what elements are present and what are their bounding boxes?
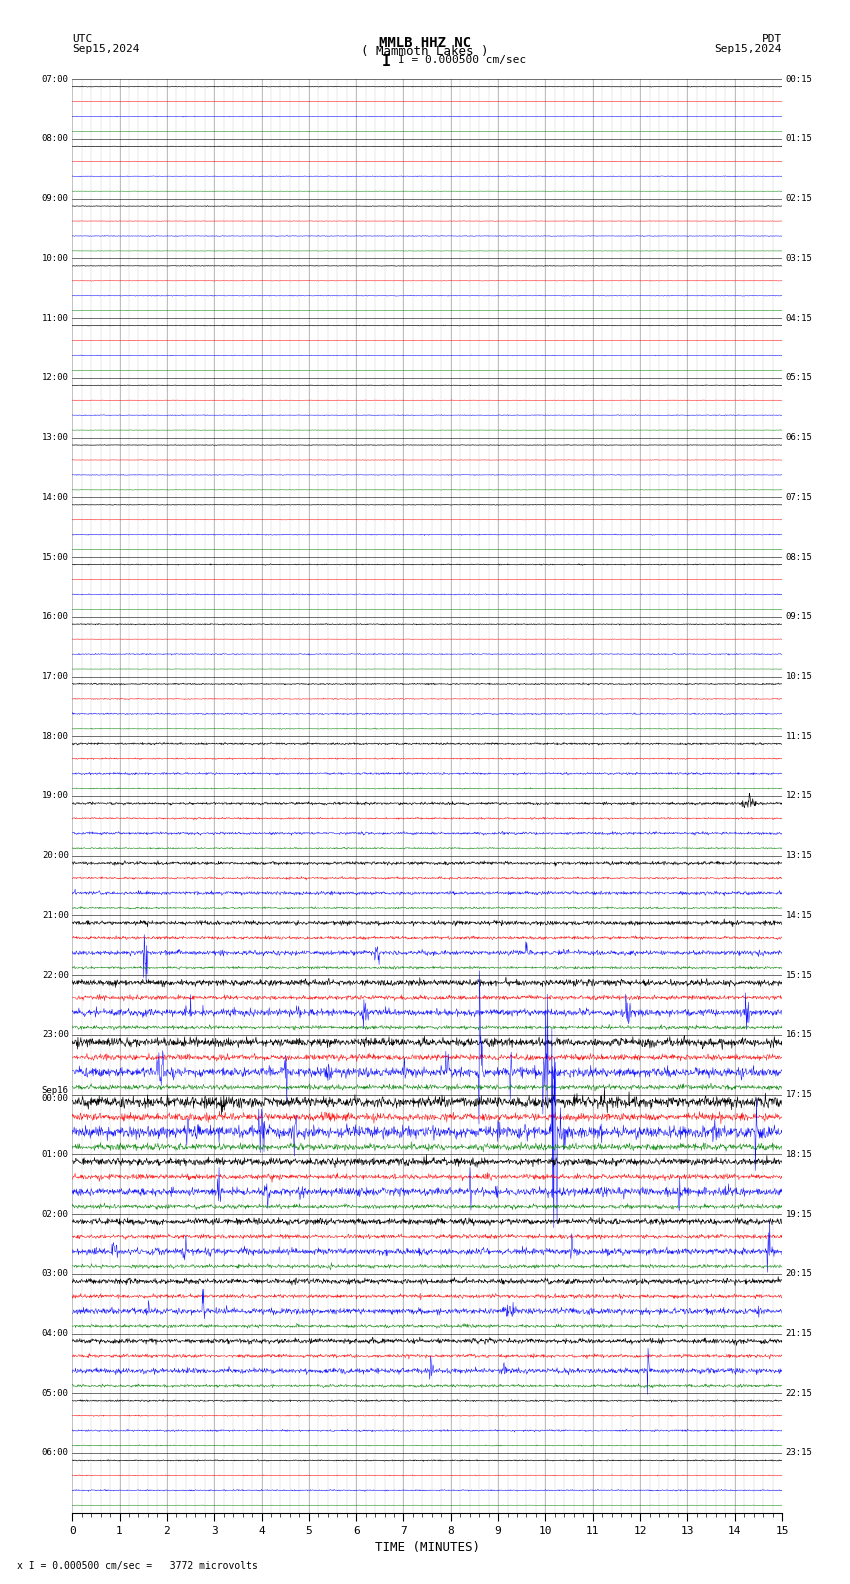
Text: 13:15: 13:15	[785, 851, 813, 860]
Text: PDT: PDT	[762, 33, 782, 44]
Text: 21:00: 21:00	[42, 911, 69, 920]
Text: 19:00: 19:00	[42, 792, 69, 800]
Text: 13:00: 13:00	[42, 432, 69, 442]
Text: 02:15: 02:15	[785, 195, 813, 203]
Text: Sep16
00:00: Sep16 00:00	[42, 1087, 69, 1104]
Text: 23:00: 23:00	[42, 1030, 69, 1039]
Text: 18:00: 18:00	[42, 732, 69, 741]
Text: 01:00: 01:00	[42, 1150, 69, 1159]
Text: 19:15: 19:15	[785, 1210, 813, 1218]
Text: 22:15: 22:15	[785, 1389, 813, 1397]
Text: 12:15: 12:15	[785, 792, 813, 800]
Text: 01:15: 01:15	[785, 135, 813, 144]
Text: 15:00: 15:00	[42, 553, 69, 562]
Text: 09:00: 09:00	[42, 195, 69, 203]
Text: I = 0.000500 cm/sec: I = 0.000500 cm/sec	[398, 54, 526, 65]
Text: 16:15: 16:15	[785, 1030, 813, 1039]
Text: 11:00: 11:00	[42, 314, 69, 323]
Text: 02:00: 02:00	[42, 1210, 69, 1218]
Text: 16:00: 16:00	[42, 613, 69, 621]
Text: 05:00: 05:00	[42, 1389, 69, 1397]
Text: 20:00: 20:00	[42, 851, 69, 860]
Text: 10:15: 10:15	[785, 672, 813, 681]
Text: ( Mammoth Lakes ): ( Mammoth Lakes )	[361, 44, 489, 59]
Text: 11:15: 11:15	[785, 732, 813, 741]
Text: x I = 0.000500 cm/sec =   3772 microvolts: x I = 0.000500 cm/sec = 3772 microvolts	[17, 1562, 258, 1571]
Text: 15:15: 15:15	[785, 971, 813, 979]
Text: UTC: UTC	[72, 33, 93, 44]
Text: 18:15: 18:15	[785, 1150, 813, 1159]
Text: Sep15,2024: Sep15,2024	[72, 43, 139, 54]
Text: 03:15: 03:15	[785, 253, 813, 263]
Text: 08:15: 08:15	[785, 553, 813, 562]
Text: I: I	[382, 54, 391, 68]
Text: 12:00: 12:00	[42, 374, 69, 382]
Text: 17:15: 17:15	[785, 1090, 813, 1099]
Text: 06:15: 06:15	[785, 432, 813, 442]
Text: 07:00: 07:00	[42, 74, 69, 84]
Text: 07:15: 07:15	[785, 493, 813, 502]
X-axis label: TIME (MINUTES): TIME (MINUTES)	[375, 1541, 479, 1554]
Text: 23:15: 23:15	[785, 1448, 813, 1457]
Text: 04:00: 04:00	[42, 1329, 69, 1338]
Text: 14:15: 14:15	[785, 911, 813, 920]
Text: 05:15: 05:15	[785, 374, 813, 382]
Text: 06:00: 06:00	[42, 1448, 69, 1457]
Text: 08:00: 08:00	[42, 135, 69, 144]
Text: 10:00: 10:00	[42, 253, 69, 263]
Text: 09:15: 09:15	[785, 613, 813, 621]
Text: 03:00: 03:00	[42, 1269, 69, 1278]
Text: 21:15: 21:15	[785, 1329, 813, 1338]
Text: 20:15: 20:15	[785, 1269, 813, 1278]
Text: 04:15: 04:15	[785, 314, 813, 323]
Text: MMLB HHZ NC: MMLB HHZ NC	[379, 35, 471, 49]
Text: Sep15,2024: Sep15,2024	[715, 43, 782, 54]
Text: 17:00: 17:00	[42, 672, 69, 681]
Text: 22:00: 22:00	[42, 971, 69, 979]
Text: 00:15: 00:15	[785, 74, 813, 84]
Text: 14:00: 14:00	[42, 493, 69, 502]
